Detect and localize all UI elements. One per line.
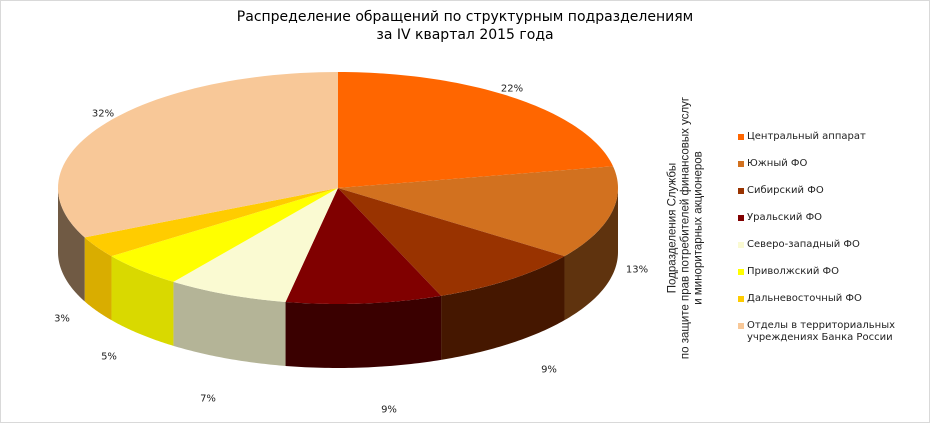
legend-swatch-icon	[738, 323, 744, 329]
pie-slice-6[interactable]	[84, 188, 338, 257]
pie-side-slice-7	[58, 188, 85, 302]
legend-label: Северо-западный ФО	[747, 239, 860, 250]
legend: Центральный аппарат Южный ФО Сибирский Ф…	[738, 131, 928, 347]
legend-item: Дальневосточный ФО	[738, 293, 928, 320]
pie-side-slice-5	[111, 256, 174, 346]
pie-top-faces	[58, 72, 618, 304]
series-axis-title-line-3: и миноритарных акционеров	[692, 151, 705, 305]
data-label: 7%	[200, 393, 216, 405]
data-label: 9%	[381, 404, 397, 416]
pie-side-slice-4	[173, 281, 286, 366]
legend-item: Уральский ФО	[738, 212, 928, 239]
pie-side-slice-3	[285, 295, 442, 368]
legend-label: Южный ФО	[747, 158, 808, 169]
legend-label: Центральный аппарат	[747, 131, 866, 142]
legend-item: Северо-западный ФО	[738, 239, 928, 266]
legend-swatch-icon	[738, 296, 744, 302]
legend-item: Сибирский ФО	[738, 185, 928, 212]
pie-slice-7[interactable]	[58, 72, 339, 238]
legend-swatch-icon	[738, 161, 744, 167]
data-label: 13%	[625, 264, 649, 276]
legend-label: Отделы в территориальных учреждениях Бан…	[747, 320, 896, 343]
legend-swatch-icon	[738, 242, 744, 248]
series-axis-title-line-1: Подразделения Службы	[666, 162, 679, 294]
data-label: 22%	[500, 83, 524, 95]
legend-label: Приволжский ФО	[747, 266, 839, 277]
legend-item: Отделы в территориальных учреждениях Бан…	[738, 320, 928, 347]
series-axis-title-line-2: по защите прав потребителей финансовых у…	[679, 96, 692, 360]
data-label: 5%	[101, 351, 117, 363]
chart-title: Распределение обращений по структурным п…	[0, 8, 930, 44]
chart-title-line-2: за IV квартал 2015 года	[376, 27, 554, 43]
pie-slice-2[interactable]	[338, 188, 565, 296]
pie-slice-0[interactable]	[338, 72, 614, 188]
pie-slice-3[interactable]	[285, 188, 442, 304]
legend-swatch-icon	[738, 215, 744, 221]
legend-swatch-icon	[738, 134, 744, 140]
data-label: 9%	[541, 364, 557, 376]
legend-label: Сибирский ФО	[747, 185, 824, 196]
pie-slice-5[interactable]	[111, 188, 338, 282]
legend-item: Центральный аппарат	[738, 131, 928, 158]
pie-slice-1[interactable]	[338, 166, 618, 257]
legend-label: Дальневосточный ФО	[747, 293, 862, 304]
data-label: 3%	[54, 313, 70, 325]
pie-side-slice-2	[441, 256, 565, 360]
pie-side-slice-6	[84, 237, 112, 321]
legend-item: Приволжский ФО	[738, 266, 928, 293]
series-axis-title: Подразделения Службы по защите прав потр…	[667, 78, 706, 378]
legend-label: Уральский ФО	[747, 212, 823, 223]
pie-side-slice-1	[564, 188, 618, 321]
pie-side-walls	[58, 188, 618, 368]
legend-item: Южный ФО	[738, 158, 928, 185]
legend-swatch-icon	[738, 269, 744, 275]
data-label: 32%	[91, 108, 115, 120]
chart-title-line-1: Распределение обращений по структурным п…	[236, 9, 694, 25]
pie-slice-4[interactable]	[173, 188, 338, 302]
legend-swatch-icon	[738, 188, 744, 194]
